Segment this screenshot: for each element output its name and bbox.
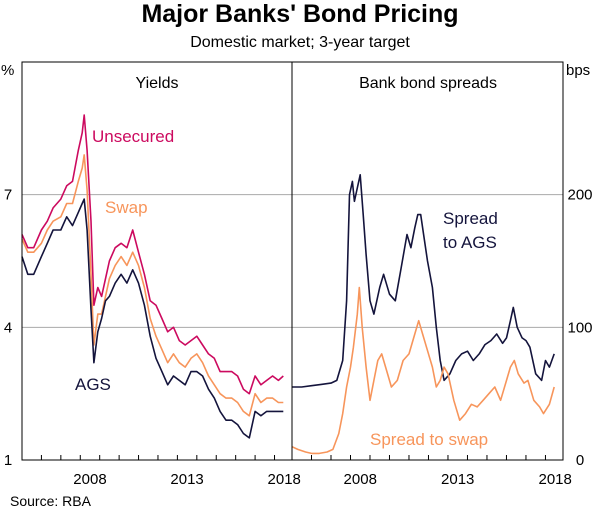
spreads-xtick-label: 2013: [441, 471, 474, 488]
yields-ytick-label: 4: [4, 319, 12, 336]
yields-xtick-label: 2013: [170, 471, 203, 488]
spreads-ytick-label: 100: [567, 319, 592, 336]
spreads-panel-title: Bank bond spreads: [359, 75, 497, 92]
series-line-ags: [21, 198, 284, 439]
yields-ytick-label: 7: [4, 187, 12, 204]
yields-xtick-label: 2018: [268, 471, 301, 488]
series-line-spread-to-swap: [291, 286, 555, 455]
chart-title: Major Banks' Bond Pricing: [141, 0, 459, 28]
series-line-swap: [21, 154, 284, 417]
spreads-panel: 0 100 200 2008 2013 2018 Spread to AGS Spread to…: [291, 174, 593, 488]
right-unit-label: bps: [566, 62, 590, 79]
series-label-unsecured: Unsecured: [92, 127, 174, 146]
chart-subtitle: Domestic market; 3-year target: [190, 34, 410, 51]
series-line-unsecured: [21, 114, 284, 395]
yields-panel-title: Yields: [136, 75, 179, 92]
spreads-xtick-label: 2018: [539, 471, 572, 488]
series-label-spread-to-ags: Spread: [443, 209, 498, 228]
series-label-swap: Swap: [105, 198, 148, 217]
yields-panel: 1 4 7 2008 2013 2018 Unsecured Swap AGS: [4, 114, 301, 488]
spreads-ytick-label: 0: [576, 452, 584, 469]
spreads-xtick-label: 2008: [344, 471, 377, 488]
yields-xtick-label: 2008: [73, 471, 106, 488]
series-label-spread-to-ags: to AGS: [443, 233, 497, 252]
yields-ytick-label: 1: [4, 452, 12, 469]
source-note: Source: RBA: [10, 493, 91, 509]
left-unit-label: %: [1, 62, 14, 79]
series-label-spread-to-swap: Spread to swap: [370, 430, 488, 449]
spreads-ytick-label: 200: [567, 187, 592, 204]
series-label-ags: AGS: [75, 375, 111, 394]
series-line-spread-to-ags: [292, 174, 555, 388]
